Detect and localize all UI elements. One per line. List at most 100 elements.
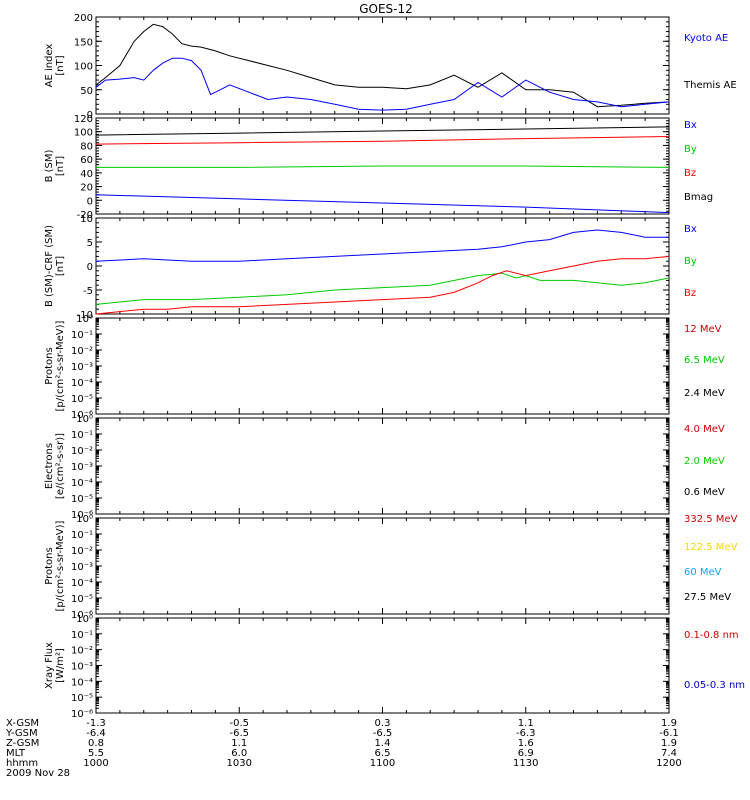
legend-entry: 60 MeV <box>684 567 722 578</box>
ephemeris-value: 5.5 <box>88 748 104 759</box>
y-tick-label: 150 <box>74 37 93 48</box>
y-tick-label: 10 <box>80 214 93 225</box>
y-tick-label: 10⁻⁴ <box>71 478 93 489</box>
y-tick-label: 10⁰ <box>76 514 93 525</box>
ephemeris-value: 1.9 <box>661 738 677 749</box>
y-tick-label: 10⁻¹ <box>71 330 93 341</box>
panel-frame <box>95 417 670 515</box>
ephemeris-value: -6.1 <box>659 728 679 739</box>
y-axis-label: Electrons <box>44 443 55 489</box>
ephemeris-value: 1.1 <box>231 738 247 749</box>
legend-entry: Bz <box>684 168 696 179</box>
legend-entry: Bz <box>684 288 696 299</box>
legend-entry: 4.0 MeV <box>684 424 725 435</box>
ephemeris-label: hhmm <box>6 758 38 769</box>
ephemeris-value: 1.9 <box>661 718 677 729</box>
legend-entry: 2.4 MeV <box>684 388 725 399</box>
y-tick-label: 10⁰ <box>76 414 93 425</box>
y-tick-label: 10⁻³ <box>71 562 93 573</box>
ephemeris-value: 6.9 <box>518 748 534 759</box>
y-tick-label: 0 <box>87 262 93 273</box>
ephemeris-value: 0.8 <box>88 738 104 749</box>
ephemeris-value: 1.1 <box>518 718 534 729</box>
y-tick-label: 10⁻⁶ <box>71 610 93 621</box>
y-tick-label: 10⁻⁴ <box>71 378 93 389</box>
y-axis-label: Protons <box>44 547 55 584</box>
ephemeris-value: -1.3 <box>86 718 106 729</box>
y-tick-label: 10⁻¹ <box>71 430 93 441</box>
y-tick-label: 5 <box>87 238 93 249</box>
series-line-bz <box>95 255 670 315</box>
y-axis-label: [p/(cm²-s-sr-MeV)] <box>55 520 66 611</box>
ephemeris-value: 1.4 <box>375 738 391 749</box>
ephemeris-value: -6.5 <box>229 728 249 739</box>
series-line-by <box>96 165 670 168</box>
legend-entry: 12 MeV <box>684 324 722 335</box>
y-axis-label: B (SM) <box>44 149 55 182</box>
y-tick-label: 10⁻² <box>71 546 93 557</box>
y-tick-label: 0 <box>87 110 93 121</box>
series-line-bx <box>95 229 669 262</box>
y-tick-label: 10⁻³ <box>71 462 93 473</box>
y-tick-label: -10 <box>77 310 93 321</box>
y-tick-label: 10⁻⁴ <box>71 677 93 688</box>
panel-1: 0 50 100 150 200 AE index [nT] Kyoto AE Themis A… <box>44 13 737 121</box>
y-tick-label: 10⁻² <box>71 346 93 357</box>
y-tick-label: 10⁻⁴ <box>71 578 93 589</box>
y-tick-label: 10⁻⁶ <box>71 410 93 421</box>
ephemeris-value: -6.3 <box>516 728 536 739</box>
y-tick-label: 200 <box>74 13 93 24</box>
y-tick-label: 0 <box>87 196 93 207</box>
series-line-bmag <box>95 126 670 136</box>
panel-6: 10⁰ 10⁻¹ 10⁻² 10⁻³ 10⁻⁴ 10⁻⁵ 10⁻⁶ Protons [p/(cm… <box>44 514 738 621</box>
ephemeris-value: -6.4 <box>86 728 106 739</box>
legend-entry: 332.5 MeV <box>684 514 738 525</box>
panel-frame <box>95 617 670 714</box>
y-tick-label: 10⁻⁵ <box>71 394 93 405</box>
ephemeris-value: 6.5 <box>375 748 391 759</box>
footer-date: 2009 Nov 28 <box>6 768 70 779</box>
y-tick-label: 10⁻⁵ <box>71 494 93 505</box>
y-axis-label: [nT] <box>55 55 66 75</box>
ephemeris-value: 1030 <box>227 758 252 769</box>
y-tick-label: 40 <box>80 169 93 180</box>
y-tick-label: 50 <box>80 86 93 97</box>
y-tick-label: 10⁻² <box>71 446 93 457</box>
y-tick-label: 10⁻³ <box>71 362 93 373</box>
panel-2: -20 0 20 40 60 80 100 120 B (SM) [nT] Bx By Bz Bmag <box>44 114 713 221</box>
ephemeris-value: 7.4 <box>661 748 677 759</box>
y-tick-label: 10⁻¹ <box>71 530 93 541</box>
y-tick-label: 100 <box>74 128 93 139</box>
y-tick-label: 10⁰ <box>76 614 93 625</box>
legend-entry: 27.5 MeV <box>684 592 731 603</box>
y-tick-label: 80 <box>80 141 93 152</box>
y-axis-label: [e/(cm²-s-sr)] <box>55 433 66 499</box>
y-axis-label: [p/(cm²-s-sr-MeV)] <box>55 320 66 411</box>
series-line-themis-ae <box>95 23 670 108</box>
y-tick-label: 10⁻⁶ <box>71 510 93 521</box>
y-tick-label: 20 <box>80 183 93 194</box>
ephemeris-value: 1000 <box>83 758 108 769</box>
y-axis-label: [nT] <box>55 256 66 276</box>
ephemeris-label: Y-GSM <box>5 728 38 739</box>
legend-entry: 0.1-0.8 nm <box>684 630 739 641</box>
legend-entry: By <box>684 144 697 155</box>
series-line-kyoto-ae <box>95 57 670 111</box>
legend-entry: Themis AE <box>683 80 737 91</box>
legend-entry: Bx <box>684 120 697 131</box>
series-line-by <box>95 272 670 305</box>
y-tick-label: 10⁻⁵ <box>71 693 93 704</box>
y-tick-label: -20 <box>77 210 93 221</box>
ephemeris-value: 1200 <box>656 758 681 769</box>
ephemeris-value: 1130 <box>513 758 538 769</box>
panel-4: 10⁰ 10⁻¹ 10⁻² 10⁻³ 10⁻⁴ 10⁻⁵ 10⁻⁶ Protons [p/(cm… <box>44 314 725 421</box>
footer-ephemeris: X-GSM -1.3 -0.5 0.3 1.1 1.9 Y-GSM -6.4 -6.5 -6.5 -… <box>5 718 682 769</box>
y-axis-label: Xray Flux <box>44 642 55 689</box>
panel-frame <box>95 317 670 415</box>
ephemeris-label: X-GSM <box>6 718 39 729</box>
y-tick-label: 10⁻¹ <box>71 630 93 641</box>
ephemeris-label: MLT <box>6 748 26 759</box>
legend-entry: 0.6 MeV <box>684 487 725 498</box>
